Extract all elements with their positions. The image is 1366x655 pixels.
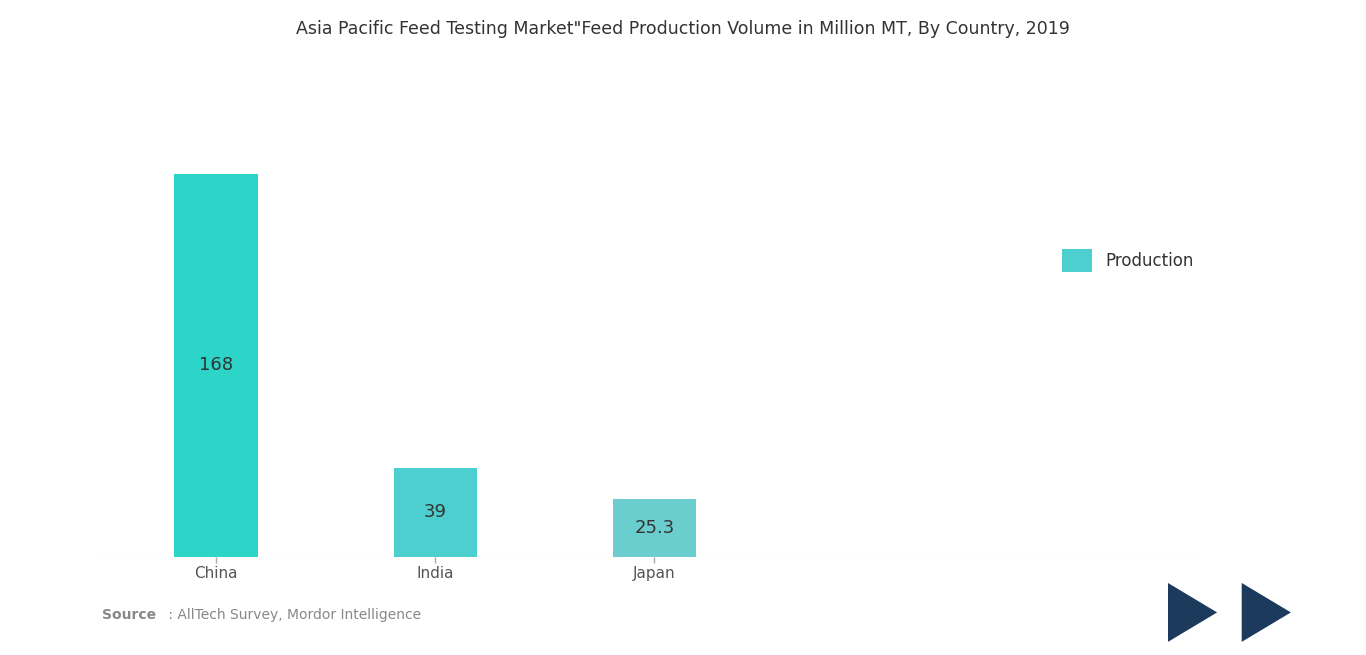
Polygon shape: [1168, 583, 1217, 642]
Bar: [175, 174, 258, 557]
Bar: [613, 499, 695, 557]
Text: 168: 168: [199, 356, 234, 375]
Text: Source: Source: [102, 608, 157, 622]
Text: 25.3: 25.3: [634, 519, 675, 537]
Legend: Production: Production: [1061, 248, 1194, 272]
Polygon shape: [1242, 583, 1291, 642]
Text: Asia Pacific Feed Testing Market"Feed Production Volume in Million MT, By Countr: Asia Pacific Feed Testing Market"Feed Pr…: [296, 20, 1070, 37]
Bar: [393, 468, 477, 557]
Text: : AllTech Survey, Mordor Intelligence: : AllTech Survey, Mordor Intelligence: [164, 608, 421, 622]
Text: 39: 39: [423, 503, 447, 521]
